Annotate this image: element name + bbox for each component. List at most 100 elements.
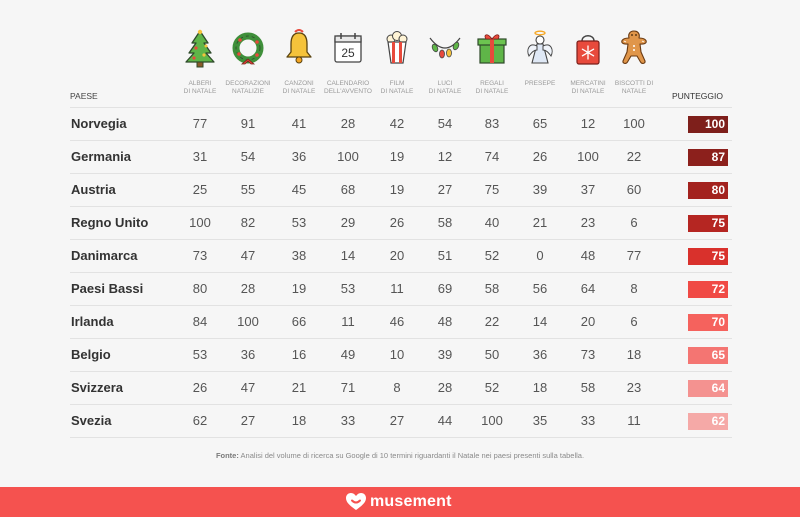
country-name: Paesi Bassi	[71, 281, 144, 296]
country-name: Danimarca	[71, 248, 138, 263]
column-header-line: CALENDARIO	[326, 80, 370, 87]
cell-value: 58	[437, 215, 453, 230]
cell-value: 26	[389, 215, 405, 230]
cell-value: 28	[437, 380, 453, 395]
cell-value: 47	[240, 380, 256, 395]
cell-value: 42	[389, 116, 405, 131]
cell-value: 36	[240, 347, 256, 362]
cell-value: 12	[437, 149, 453, 164]
cell-value: 36	[532, 347, 548, 362]
cell-value: 11	[627, 413, 641, 428]
country-name: Irlanda	[71, 314, 114, 329]
score-value: 75	[711, 215, 725, 230]
score-value: 62	[711, 413, 725, 428]
score-value: 80	[711, 182, 725, 197]
column-header-line: DELL'AVVENTO	[324, 88, 372, 95]
cell-value: 8	[393, 380, 401, 395]
score-badge: 64	[688, 379, 728, 397]
cell-value: 18	[626, 347, 642, 362]
cell-value: 58	[580, 380, 596, 395]
cell-value: 80	[192, 281, 208, 296]
score-value: 70	[711, 314, 725, 329]
cell-value: 56	[532, 281, 548, 296]
column-header: ALBERI DI NATALE	[174, 80, 226, 96]
cell-value: 33	[340, 413, 356, 428]
column-header-line: LUCI	[437, 80, 453, 87]
cell-value: 35	[532, 413, 548, 428]
cell-value: 77	[626, 248, 642, 263]
column-header: LUCI DI NATALE	[419, 80, 471, 96]
column-header: REGALI DI NATALE	[466, 80, 518, 96]
cell-value: 84	[192, 314, 208, 329]
column-header: CANZONI DI NATALE	[273, 80, 325, 96]
column-header: DECORAZIONI NATALIZIE	[222, 80, 274, 96]
cell-value: 26	[192, 380, 208, 395]
cell-value: 20	[389, 248, 405, 263]
cell-value: 73	[192, 248, 208, 263]
column-header: FILM DI NATALE	[371, 80, 423, 96]
cell-value: 18	[532, 380, 548, 395]
cell-value: 77	[192, 116, 208, 131]
column-header-line: NATALIZIE	[232, 88, 264, 95]
cell-value: 69	[437, 281, 453, 296]
column-header-line: FILM	[389, 80, 405, 87]
cell-value: 52	[484, 380, 500, 395]
cell-value: 37	[580, 182, 596, 197]
score-badge: 62	[688, 412, 728, 430]
score-header: PUNTEGGIO	[672, 91, 724, 101]
column-header-line: DECORAZIONI	[225, 80, 271, 87]
row-header: PAESE	[70, 91, 98, 101]
cell-value: 45	[291, 182, 307, 197]
cell-value: 39	[437, 347, 453, 362]
cell-value: 65	[532, 116, 548, 131]
cell-value: 18	[291, 413, 307, 428]
column-header-line: CANZONI	[284, 80, 314, 87]
cell-value: 33	[580, 413, 596, 428]
cell-value: 19	[291, 281, 307, 296]
cell-value: 82	[240, 215, 256, 230]
cell-value: 22	[626, 149, 642, 164]
source-text: Analisi del volume di ricerca su Google …	[238, 451, 585, 460]
cell-value: 28	[240, 281, 256, 296]
cell-value: 11	[341, 314, 355, 329]
cell-value: 51	[437, 248, 453, 263]
cell-value: 66	[291, 314, 307, 329]
cell-value: 27	[389, 413, 405, 428]
cell-value: 100	[189, 215, 211, 230]
cell-value: 6	[630, 215, 638, 230]
gift-icon	[475, 28, 509, 68]
cell-value: 48	[437, 314, 453, 329]
shopping-bag-icon	[571, 28, 605, 68]
popcorn-icon	[380, 28, 414, 68]
cell-value: 50	[484, 347, 500, 362]
row-divider	[70, 206, 732, 207]
column-header-line: DI NATALE	[282, 88, 316, 95]
cell-value: 6	[630, 314, 638, 329]
angel-icon	[523, 28, 557, 68]
score-value: 87	[711, 149, 725, 164]
cell-value: 44	[437, 413, 453, 428]
cell-value: 54	[437, 116, 453, 131]
cell-value: 20	[580, 314, 596, 329]
column-header-line: BISCOTTI DI	[614, 80, 654, 87]
brand-name: musement	[370, 493, 452, 510]
cell-value: 39	[532, 182, 548, 197]
cell-value: 46	[389, 314, 405, 329]
cell-value: 19	[389, 182, 405, 197]
cell-value: 16	[291, 347, 307, 362]
column-header-line: DI NATALE	[380, 88, 414, 95]
column-header-line: REGALI	[480, 80, 504, 87]
cell-value: 14	[532, 314, 548, 329]
country-name: Austria	[71, 182, 116, 197]
row-divider	[70, 173, 732, 174]
column-header: PRESEPE	[514, 80, 566, 88]
cell-value: 75	[484, 182, 500, 197]
cell-value: 49	[340, 347, 356, 362]
column-header-line: NATALE	[621, 88, 647, 95]
column-header-line: DI NATALE	[571, 88, 605, 95]
cell-value: 91	[240, 116, 256, 131]
country-name: Svezia	[71, 413, 112, 428]
row-divider	[70, 107, 732, 108]
cell-value: 0	[536, 248, 544, 263]
christmas-tree-icon	[183, 28, 217, 68]
